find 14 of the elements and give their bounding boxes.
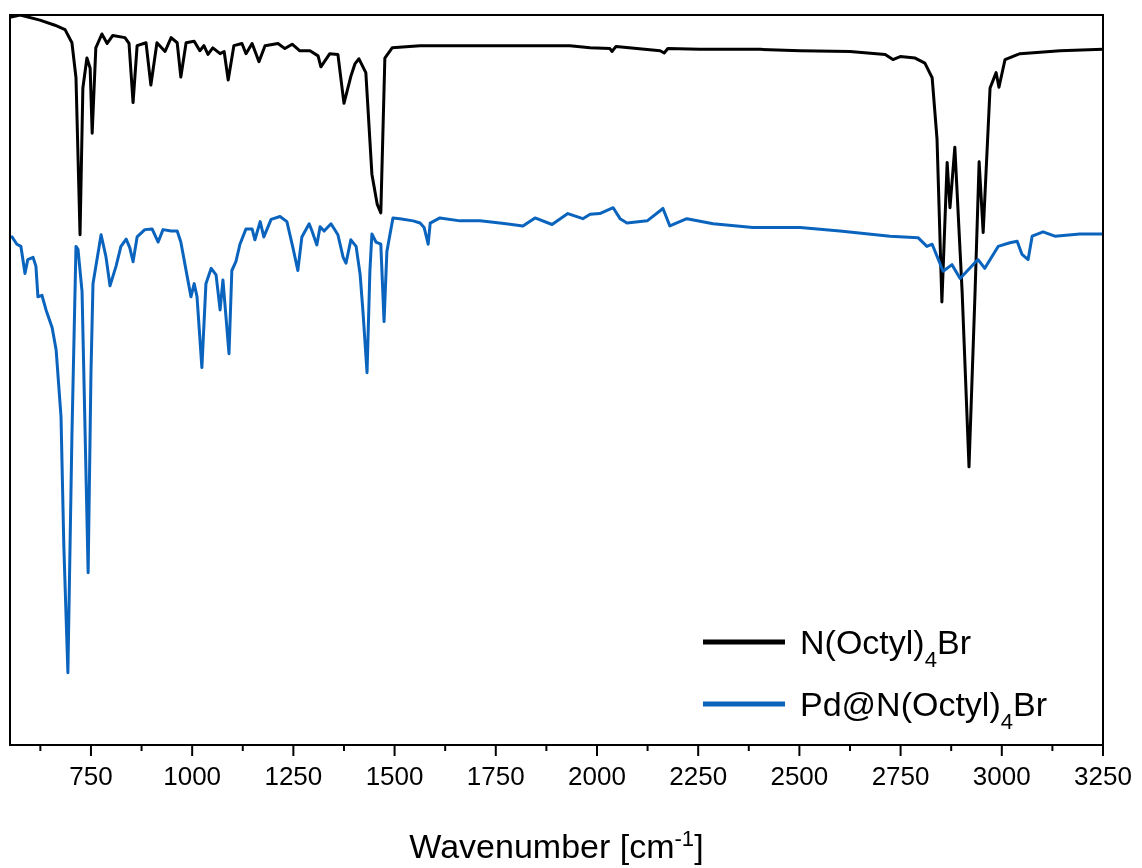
legend-label: N(Octyl)$_{4}$Br bbox=[800, 623, 971, 672]
x-tick-label: 2500 bbox=[770, 761, 829, 791]
x-tick-label: 1250 bbox=[264, 761, 323, 791]
x-tick-label: 2250 bbox=[669, 761, 728, 791]
x-tick-label: 2750 bbox=[871, 761, 930, 791]
x-tick-label: 1500 bbox=[365, 761, 424, 791]
x-tick-label: 1750 bbox=[466, 761, 525, 791]
x-tick-label: 750 bbox=[69, 761, 113, 791]
x-tick-label: 2000 bbox=[568, 761, 626, 791]
legend-label: Pd@N(Octyl)$_{4}$Br bbox=[800, 685, 1048, 734]
x-tick-label: 1000 bbox=[163, 761, 222, 791]
x-tick-label: 3250 bbox=[1074, 761, 1132, 791]
x-tick-label: 3000 bbox=[972, 761, 1031, 791]
x-axis-title: Wavenumber [cm$^{-1}$] bbox=[409, 825, 704, 865]
